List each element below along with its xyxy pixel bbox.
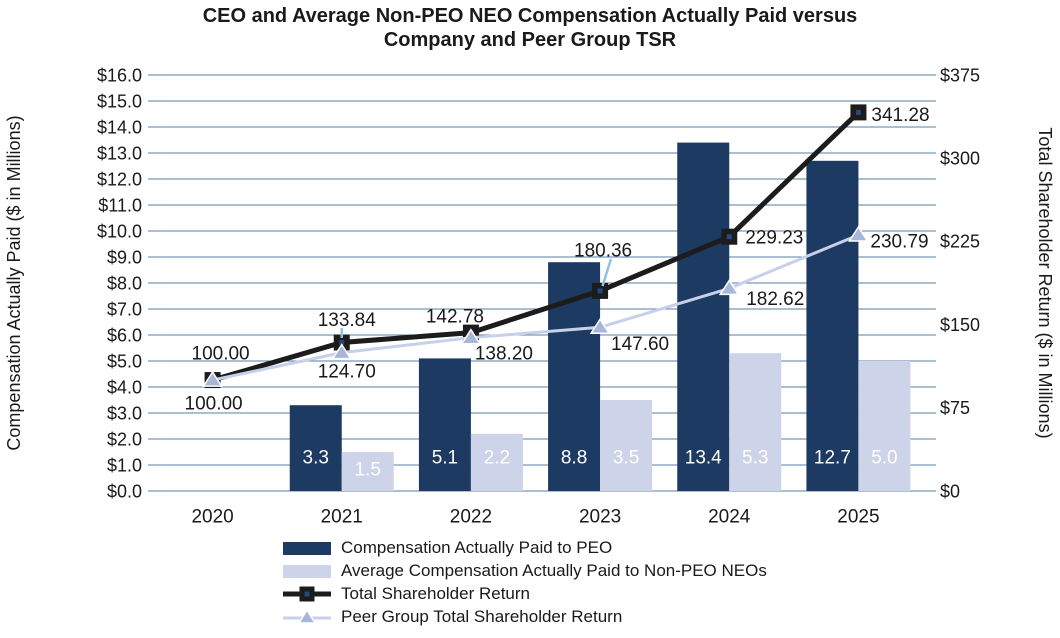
right-axis-tick-label: $300 [940, 149, 980, 169]
peer-marker [718, 279, 740, 296]
x-axis-label: 2021 [321, 507, 363, 528]
x-axis-label: 2024 [708, 507, 751, 528]
tsr-point-label: 100.00 [192, 344, 250, 365]
bar-value-label: 1.5 [355, 460, 381, 481]
chart-title: CEO and Average Non-PEO NEO Compensation… [0, 4, 1060, 52]
legend-bar-swatch [283, 542, 331, 555]
leader-line [601, 258, 613, 287]
left-axis-tick-label: $0.0 [107, 481, 142, 501]
bar-peo-2021 [289, 405, 342, 491]
legend-label: Peer Group Total Shareholder Return [341, 607, 623, 626]
bar-value-label: 5.1 [432, 448, 458, 469]
legend-label: Total Shareholder Return [341, 584, 531, 603]
tsr-point-label: 341.28 [871, 105, 929, 126]
tsr-point-label: 229.23 [745, 227, 803, 248]
bar-value-label: 12.7 [814, 448, 851, 469]
legend-swatch [283, 608, 331, 626]
peer-marker [589, 317, 611, 335]
left-axis-tick-label: $7.0 [107, 299, 142, 319]
x-axis-label: 2022 [450, 507, 492, 528]
left-axis-tick-label: $4.0 [107, 377, 142, 397]
left-axis-tick-label: $5.0 [107, 351, 142, 371]
legend-label: Average Compensation Actually Paid to No… [341, 561, 767, 580]
legend-swatch [283, 539, 331, 557]
legend-tsr-line-swatch [283, 586, 331, 602]
left-axis-tick-label: $12.0 [97, 169, 142, 189]
tsr-point-label: 142.78 [426, 306, 484, 327]
legend-item: Peer Group Total Shareholder Return [283, 608, 767, 626]
tsr-marker-dot [855, 109, 861, 115]
bar-value-label: 2.2 [484, 448, 510, 469]
left-axis-tick-label: $6.0 [107, 325, 142, 345]
peer-point-label: 138.20 [475, 343, 533, 364]
peer-marker [848, 225, 869, 242]
right-axis-tick-label: $375 [940, 65, 980, 85]
legend-label: Compensation Actually Paid to PEO [341, 538, 613, 557]
left-axis-tick-label: $1.0 [107, 455, 142, 475]
bar-neo-2024 [729, 353, 782, 491]
right-axis-tick-label: $150 [940, 315, 980, 335]
peer-point-label: 230.79 [870, 232, 928, 253]
chart-title-line-2: Company and Peer Group TSR [383, 29, 677, 51]
legend-peer-line-swatch [283, 608, 331, 624]
bar-neo-2025 [858, 361, 911, 491]
tsr-point-label: 180.36 [574, 241, 632, 262]
legend-bar-swatch [283, 565, 331, 578]
right-axis-tick-label: $0 [940, 481, 960, 501]
tsr-marker-dot [726, 234, 732, 240]
bar-peo-2022 [418, 358, 471, 491]
peer-marker [460, 328, 482, 345]
right-axis-tick-label: $75 [940, 398, 970, 418]
legend-item: Average Compensation Actually Paid to No… [283, 562, 767, 580]
peer-point-label: 100.00 [185, 394, 243, 415]
chart-legend: Compensation Actually Paid to PEO Average… [283, 539, 767, 631]
left-axis-tick-label: $15.0 [97, 91, 142, 111]
bar-value-label: 8.8 [561, 448, 587, 469]
left-axis-tick-label: $14.0 [97, 117, 142, 137]
left-axis-tick-label: $16.0 [97, 65, 142, 85]
left-axis-tick-label: $13.0 [97, 143, 142, 163]
tsr-marker-dot [339, 340, 345, 346]
peer-point-label: 182.62 [746, 289, 804, 310]
tsr-line [211, 110, 861, 383]
left-axis-tick-label: $10.0 [97, 221, 142, 241]
peer-tsr-line [212, 233, 859, 382]
chart-title-line-1: CEO and Average Non-PEO NEO Compensation… [202, 5, 858, 27]
bar-neo-2022 [470, 433, 523, 491]
left-axis-tick-label: $2.0 [107, 429, 142, 449]
bar-value-label: 13.4 [685, 448, 722, 469]
right-axis-tick-label: $225 [940, 232, 980, 252]
bar-peo-2025 [806, 160, 859, 492]
legend-item: Total Shareholder Return [283, 585, 767, 603]
peer-marker [331, 343, 353, 360]
bar-neo-2021 [341, 452, 394, 491]
x-axis-label: 2025 [837, 507, 879, 528]
x-axis-label: 2020 [191, 507, 233, 528]
bar-value-label: 5.3 [742, 448, 768, 469]
peer-point-label: 147.60 [611, 334, 669, 355]
legend-swatch [283, 585, 331, 603]
legend-item: Compensation Actually Paid to PEO [283, 539, 767, 557]
tsr-marker-dot [597, 288, 603, 294]
peer-marker [202, 370, 223, 387]
tsr-point-label: 133.84 [318, 310, 377, 331]
bar-value-label: 3.3 [303, 448, 329, 469]
bar-value-label: 5.0 [871, 448, 897, 469]
left-axis-tick-label: $8.0 [107, 273, 142, 293]
left-axis-tick-label: $9.0 [107, 247, 142, 267]
x-axis-label: 2023 [579, 507, 621, 528]
bar-neo-2023 [600, 400, 653, 491]
peer-point-label: 124.70 [318, 361, 376, 382]
legend-swatch [283, 562, 331, 580]
bar-value-label: 3.5 [613, 448, 639, 469]
left-axis-tick-label: $3.0 [107, 403, 142, 423]
bar-peo-2024 [677, 142, 730, 491]
left-axis-tick-label: $11.0 [98, 195, 142, 215]
